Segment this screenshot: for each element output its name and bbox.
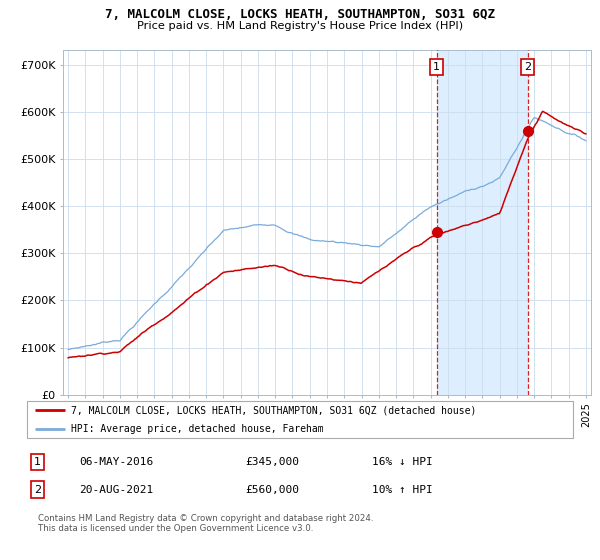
- Text: £345,000: £345,000: [245, 457, 299, 467]
- Text: 16% ↓ HPI: 16% ↓ HPI: [372, 457, 433, 467]
- Text: HPI: Average price, detached house, Fareham: HPI: Average price, detached house, Fare…: [71, 424, 323, 433]
- Text: 7, MALCOLM CLOSE, LOCKS HEATH, SOUTHAMPTON, SO31 6QZ (detached house): 7, MALCOLM CLOSE, LOCKS HEATH, SOUTHAMPT…: [71, 405, 476, 415]
- Text: 06-MAY-2016: 06-MAY-2016: [79, 457, 154, 467]
- Text: 1: 1: [433, 62, 440, 72]
- Text: Contains HM Land Registry data © Crown copyright and database right 2024.
This d: Contains HM Land Registry data © Crown c…: [38, 514, 373, 534]
- Text: Price paid vs. HM Land Registry's House Price Index (HPI): Price paid vs. HM Land Registry's House …: [137, 21, 463, 31]
- FancyBboxPatch shape: [27, 402, 573, 437]
- Text: £560,000: £560,000: [245, 484, 299, 494]
- Text: 1: 1: [34, 457, 41, 467]
- Text: 2: 2: [34, 484, 41, 494]
- Text: 10% ↑ HPI: 10% ↑ HPI: [372, 484, 433, 494]
- Bar: [437, 50, 527, 395]
- Text: 20-AUG-2021: 20-AUG-2021: [79, 484, 154, 494]
- Text: 7, MALCOLM CLOSE, LOCKS HEATH, SOUTHAMPTON, SO31 6QZ: 7, MALCOLM CLOSE, LOCKS HEATH, SOUTHAMPT…: [105, 8, 495, 21]
- Text: 2: 2: [524, 62, 531, 72]
